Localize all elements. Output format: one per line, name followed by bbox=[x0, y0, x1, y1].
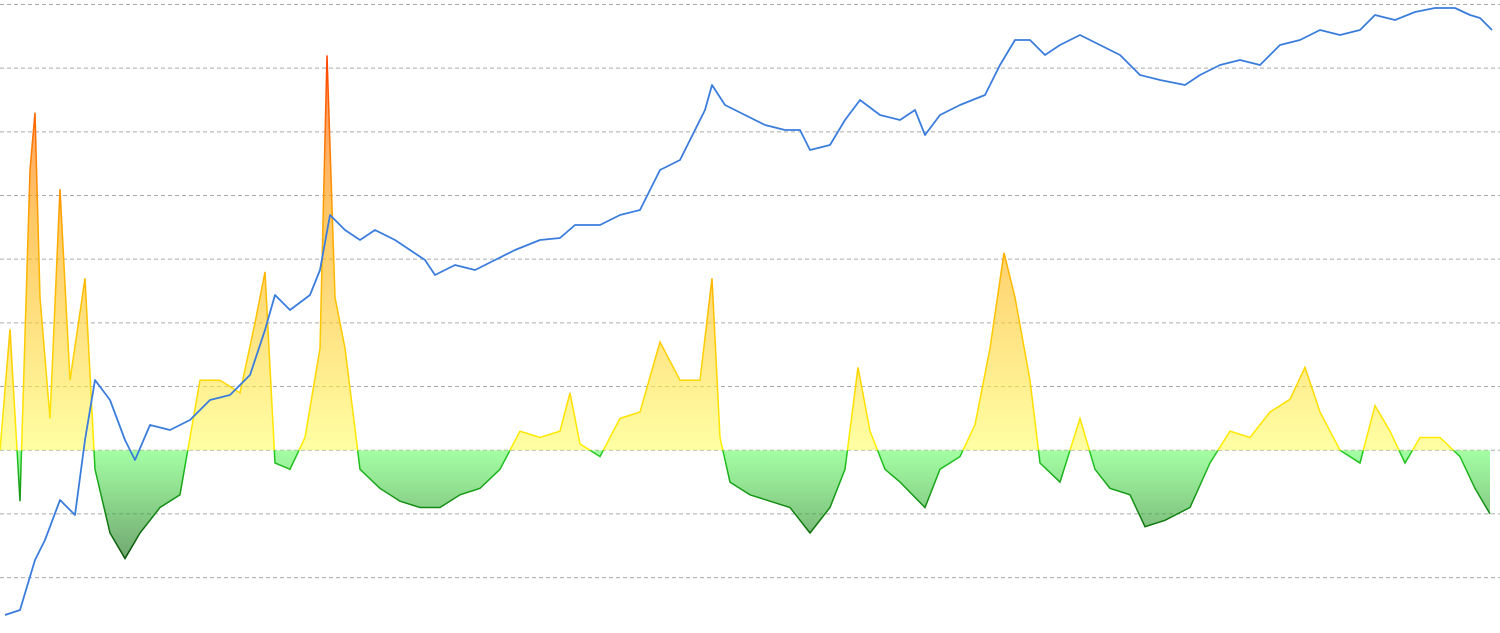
price-line bbox=[4, 7, 1493, 616]
oscillator-area bbox=[0, 55, 1490, 559]
oscillator-line bbox=[0, 55, 1491, 560]
